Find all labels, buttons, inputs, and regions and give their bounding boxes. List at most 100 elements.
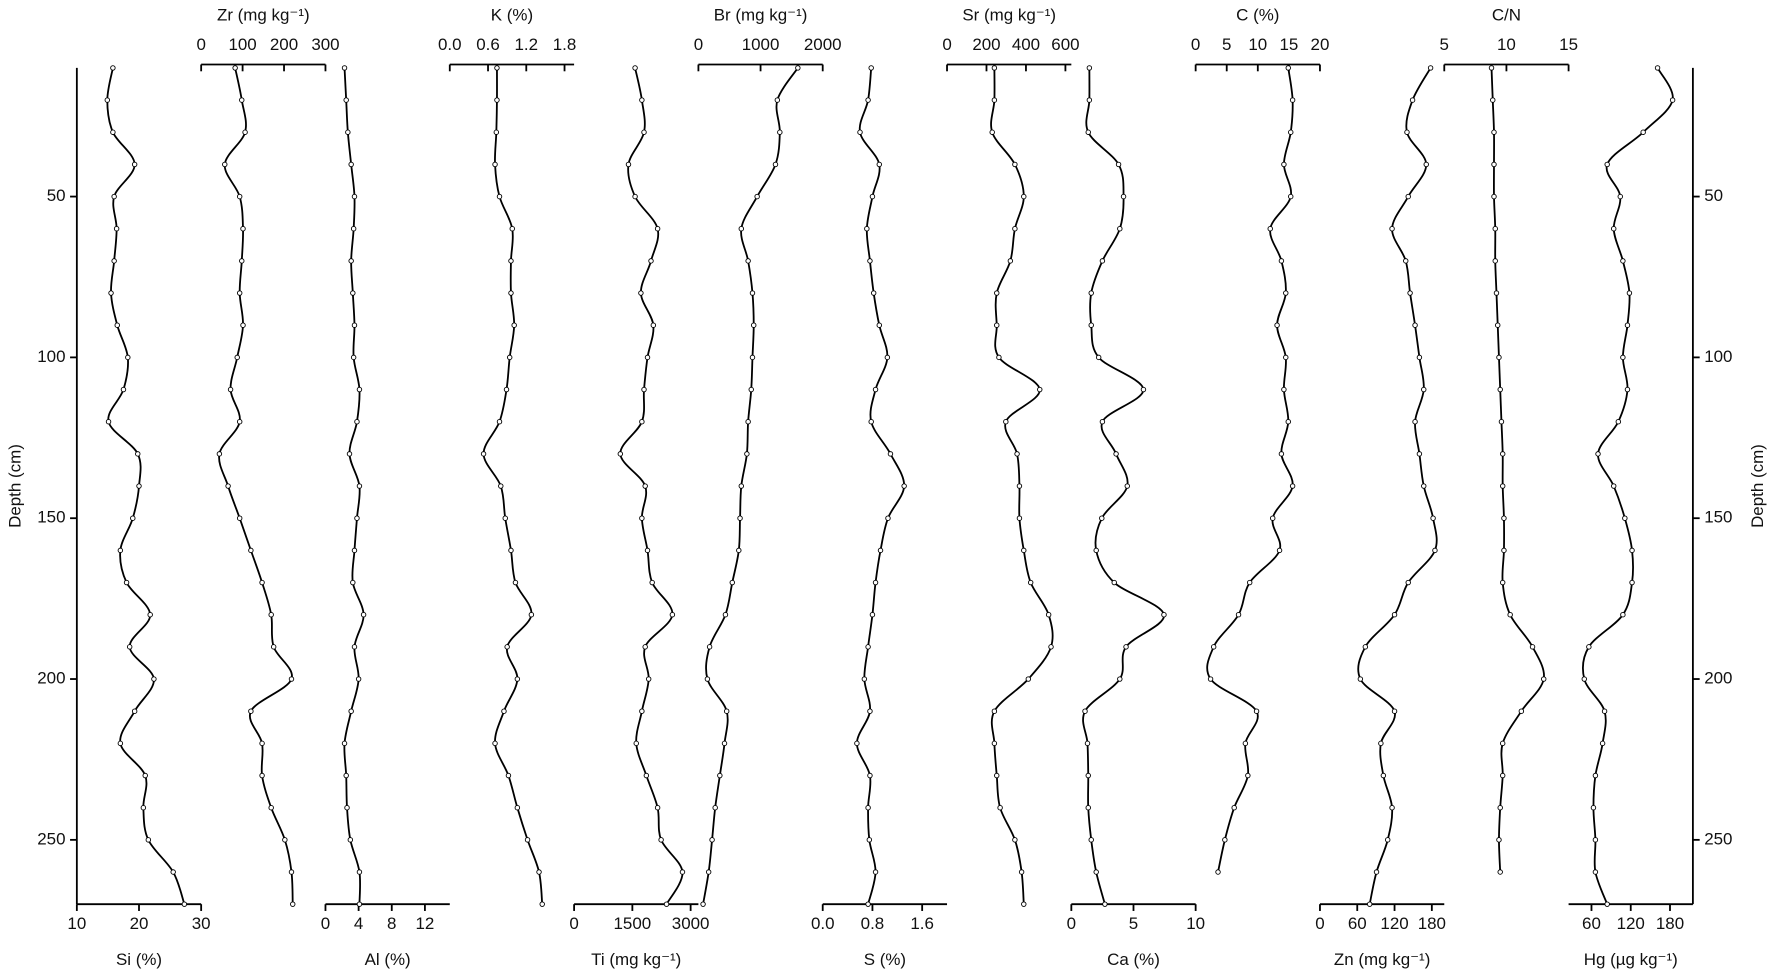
- data-point: [991, 65, 998, 71]
- data-point: [126, 644, 133, 650]
- x-tick-label: 0: [569, 914, 578, 933]
- data-point: [225, 483, 231, 489]
- profile-line: [482, 67, 544, 905]
- data-point: [868, 65, 874, 71]
- data-point: [639, 708, 645, 714]
- data-point: [1432, 547, 1438, 554]
- data-point: [1048, 644, 1054, 650]
- data-point: [1488, 65, 1495, 71]
- x-tick-label: 0.8: [861, 914, 885, 933]
- data-point: [110, 65, 116, 71]
- data-point: [1403, 258, 1409, 264]
- data-point: [348, 258, 354, 264]
- data-point: [749, 290, 756, 296]
- data-point: [356, 386, 363, 393]
- x-tick-label: 0.6: [476, 35, 500, 54]
- data-point: [738, 226, 745, 232]
- data-point: [1012, 226, 1018, 232]
- data-point: [1620, 258, 1626, 264]
- x-axis-label: Hg (µg kg⁻¹): [1584, 950, 1678, 969]
- x-tick-label: 1.6: [910, 914, 934, 933]
- data-point: [658, 837, 664, 843]
- data-point: [721, 740, 728, 747]
- profile-line: [855, 67, 906, 905]
- x-tick-label: 60: [1348, 914, 1367, 933]
- data-point: [1366, 901, 1373, 907]
- data-point: [1495, 322, 1501, 328]
- data-point: [861, 676, 868, 682]
- x-axis-label: S (%): [864, 950, 906, 969]
- x-tick-label: 300: [311, 35, 339, 54]
- data-point: [1654, 65, 1661, 71]
- x-axis-label: Si (%): [116, 950, 162, 969]
- data-point: [639, 515, 645, 521]
- x-tick-label: 1000: [742, 35, 780, 54]
- data-point: [872, 579, 879, 586]
- data-point: [991, 97, 998, 103]
- data-point: [1093, 869, 1099, 875]
- data-point: [744, 451, 750, 457]
- data-point: [642, 483, 648, 489]
- data-point: [1499, 579, 1506, 586]
- data-point: [1592, 772, 1599, 779]
- data-point: [508, 290, 514, 296]
- data-point: [1507, 611, 1513, 618]
- data-point: [1518, 708, 1525, 714]
- data-point: [1016, 515, 1023, 521]
- data-point: [1586, 644, 1592, 650]
- data-point: [123, 579, 130, 586]
- data-point: [350, 226, 357, 232]
- data-point: [181, 901, 188, 907]
- data-point: [1086, 97, 1093, 103]
- data-point: [105, 419, 112, 425]
- data-point: [1592, 869, 1599, 875]
- data-point: [1497, 869, 1503, 875]
- data-point: [712, 804, 718, 811]
- data-point: [140, 804, 147, 811]
- x-tick-label: 0: [196, 35, 205, 54]
- data-point: [1161, 611, 1167, 618]
- data-point: [504, 644, 510, 650]
- data-point: [356, 483, 363, 489]
- x-tick-label: 5: [1440, 35, 1449, 54]
- data-point: [1270, 515, 1276, 521]
- data-point: [1289, 97, 1296, 103]
- data-point: [885, 515, 891, 521]
- data-point: [1620, 611, 1626, 618]
- data-point: [104, 97, 111, 103]
- x-tick-label: 60: [1582, 914, 1601, 933]
- data-point: [356, 901, 363, 907]
- profile-line: [1082, 67, 1165, 905]
- data-point: [872, 869, 879, 875]
- data-point: [1629, 547, 1635, 554]
- y-tick-label: 250: [37, 829, 65, 848]
- data-point: [884, 354, 891, 361]
- x-tick-label: 4: [354, 914, 363, 933]
- data-point: [1604, 161, 1610, 168]
- data-point: [248, 708, 254, 714]
- data-point: [751, 322, 757, 328]
- data-point: [343, 772, 349, 779]
- data-point: [170, 869, 176, 875]
- data-point: [632, 193, 638, 200]
- data-point: [1018, 869, 1025, 875]
- data-point: [865, 644, 871, 650]
- data-point: [1501, 515, 1507, 521]
- data-point: [994, 322, 1000, 328]
- x-tick-label: 12: [415, 914, 434, 933]
- data-point: [234, 354, 240, 361]
- data-point: [151, 676, 157, 682]
- data-point: [131, 708, 138, 714]
- profile-line: [702, 67, 799, 905]
- data-point: [1113, 451, 1119, 457]
- x-tick-label: 0: [1315, 914, 1324, 933]
- x-tick-label: 0: [1191, 35, 1200, 54]
- x-axis-label: Sr (mg kg⁻¹): [962, 5, 1056, 24]
- data-point: [876, 322, 882, 328]
- data-point: [1012, 161, 1018, 168]
- data-point: [113, 226, 120, 232]
- data-point: [350, 579, 356, 586]
- data-point: [1427, 65, 1434, 71]
- data-point: [1497, 386, 1503, 393]
